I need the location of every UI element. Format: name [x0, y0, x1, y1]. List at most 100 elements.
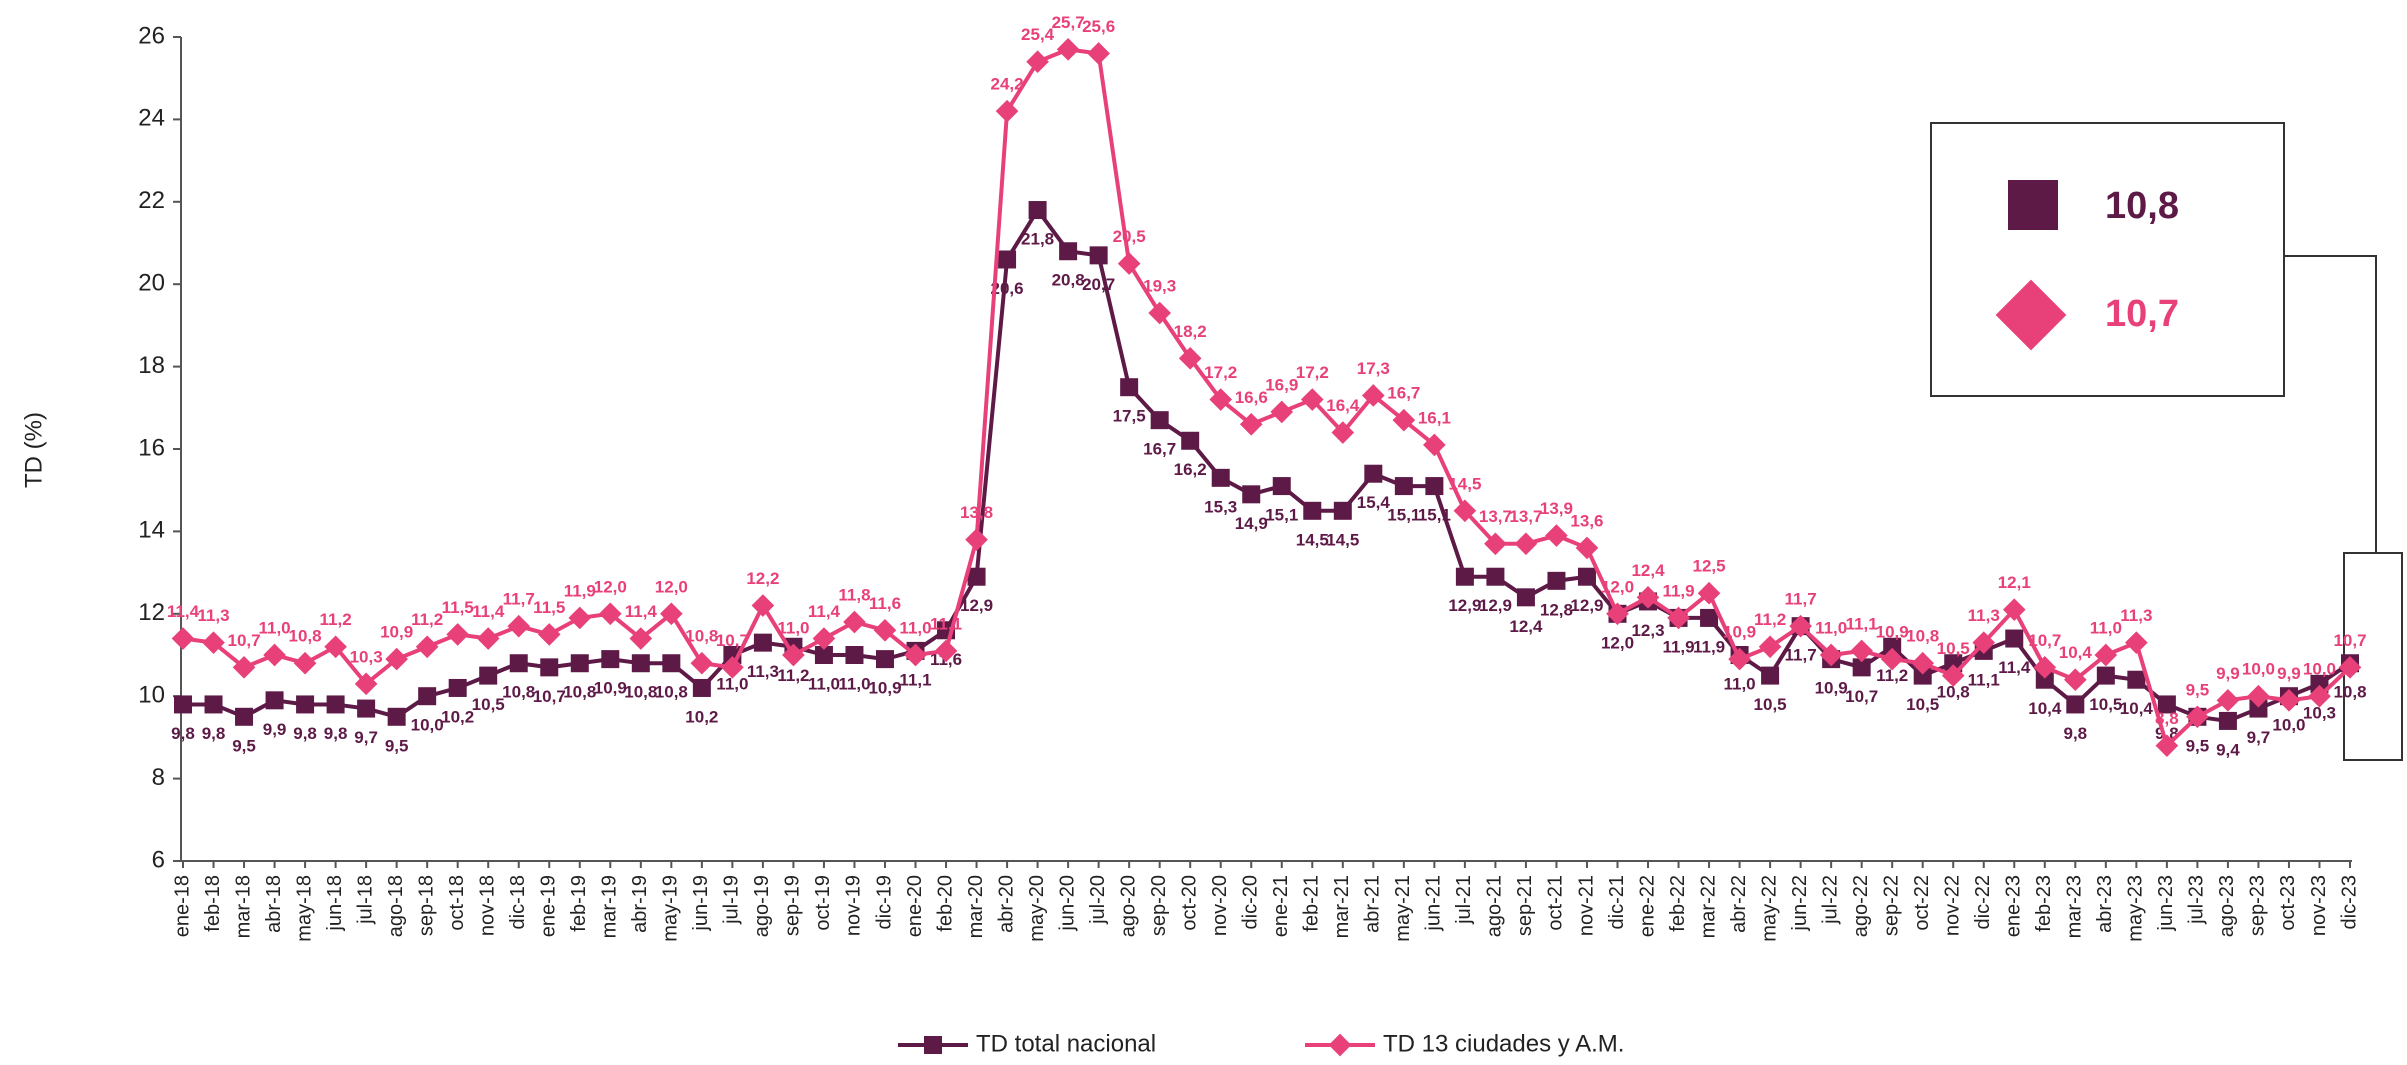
x-tick-label: ago-19: [751, 875, 773, 937]
data-label: 17,2: [1204, 363, 1237, 382]
y-tick-label: 20: [138, 270, 165, 297]
x-tick-label: ago-18: [385, 875, 407, 937]
x-tick-label: sep-23: [2247, 875, 2269, 936]
data-point: [537, 623, 561, 646]
x-tick-label: sep-21: [1514, 875, 1536, 936]
data-label: 10,4: [2028, 699, 2062, 718]
data-point: [1944, 654, 1963, 673]
x-tick-label: mar-19: [599, 875, 621, 938]
data-label: 20,5: [1113, 227, 1146, 246]
data-point: [1758, 635, 1782, 659]
data-label: 13,6: [1570, 511, 1603, 530]
data-label: 16,7: [1143, 440, 1176, 459]
data-label: 25,7: [1052, 13, 1085, 32]
data-point: [446, 623, 470, 646]
x-tick-label: mar-23: [2064, 875, 2086, 938]
data-point: [1209, 388, 1233, 411]
y-tick-label: 16: [138, 434, 165, 461]
data-label: 11,5: [533, 598, 565, 617]
data-point: [1364, 464, 1383, 483]
x-tick-label: oct-22: [1911, 875, 1933, 931]
data-label: 12,4: [1509, 617, 1543, 636]
data-label: 13,8: [960, 503, 993, 522]
y-tick-label: 12: [138, 599, 165, 626]
data-label: 12,4: [1631, 561, 1665, 580]
data-label: 10,3: [350, 647, 383, 666]
x-tick-label: jul-18: [354, 875, 376, 925]
legend-marker: [924, 1036, 942, 1054]
data-point: [2338, 656, 2362, 679]
data-label: 10,0: [411, 716, 444, 735]
data-label: 10,3: [2303, 703, 2336, 722]
data-point: [1789, 614, 1812, 638]
data-label: 20,7: [1082, 275, 1115, 294]
data-label: 25,6: [1082, 17, 1115, 36]
data-label: 10,8: [1937, 683, 1970, 702]
data-label: 16,4: [1326, 396, 1360, 415]
data-point: [415, 635, 439, 659]
data-point: [934, 639, 958, 663]
x-tick-label: jun-22: [1789, 875, 1811, 932]
x-tick-label: feb-20: [934, 875, 956, 932]
x-tick-label: nov-19: [843, 875, 865, 936]
data-label: 10,8: [289, 627, 322, 646]
x-tick-label: nov-18: [476, 875, 498, 936]
data-point: [2155, 734, 2179, 757]
data-point: [1239, 412, 1263, 436]
data-label: 9,8: [171, 724, 195, 743]
data-label: 11,4: [1998, 658, 2031, 677]
data-label: 12,9: [960, 596, 993, 615]
data-point: [1270, 400, 1294, 424]
callout-value: 10,7: [2105, 293, 2179, 335]
data-point: [387, 707, 406, 726]
data-label: 10,5: [2089, 695, 2122, 714]
data-label: 12,0: [1601, 633, 1634, 652]
data-label: 9,5: [232, 736, 256, 755]
x-tick-label: may-19: [660, 875, 682, 942]
data-label: 11,1: [1846, 614, 1878, 633]
data-label: 11,2: [320, 610, 352, 629]
data-point: [1181, 431, 1200, 450]
data-point: [692, 678, 711, 697]
data-label: 20,6: [991, 279, 1024, 298]
data-point: [1514, 532, 1538, 556]
data-label: 15,3: [1204, 497, 1237, 516]
data-label: 15,1: [1418, 506, 1451, 525]
data-label: 10,7: [533, 687, 566, 706]
x-tick-label: may-18: [293, 875, 315, 942]
data-point: [662, 654, 681, 673]
data-label: 11,0: [1723, 674, 1755, 693]
data-point: [235, 707, 254, 726]
data-point: [476, 627, 500, 650]
data-label: 11,4: [808, 602, 841, 621]
data-point: [263, 643, 286, 667]
y-axis-label: TD (%): [20, 412, 47, 488]
callout-marker: [2008, 180, 2058, 230]
data-label: 11,0: [1815, 618, 1847, 637]
data-point: [875, 650, 894, 669]
data-point: [2005, 629, 2024, 648]
data-point: [1697, 581, 1721, 605]
data-label: 11,9: [1693, 637, 1725, 656]
data-point: [324, 635, 347, 659]
legend-label: TD 13 ciudades y A.M.: [1383, 1030, 1624, 1057]
data-point: [1700, 608, 1719, 627]
data-point: [326, 695, 345, 714]
data-point: [2066, 695, 2085, 714]
data-point: [1423, 433, 1446, 457]
data-label: 12,0: [594, 577, 627, 596]
data-point: [1392, 408, 1416, 432]
x-tick-label: oct-21: [1545, 875, 1567, 931]
data-label: 10,7: [227, 631, 260, 650]
x-tick-label: dic-23: [2338, 875, 2360, 929]
data-label: 11,9: [564, 581, 596, 600]
data-label: 10,5: [472, 695, 505, 714]
x-tick-label: abr-23: [2094, 875, 2116, 933]
data-point: [1117, 252, 1141, 275]
data-point: [1272, 477, 1291, 496]
data-label: 11,0: [899, 618, 931, 637]
data-point: [1606, 602, 1629, 626]
data-label: 15,1: [1387, 506, 1420, 525]
data-label: 11,6: [869, 594, 901, 613]
data-label: 14,5: [1326, 530, 1359, 549]
